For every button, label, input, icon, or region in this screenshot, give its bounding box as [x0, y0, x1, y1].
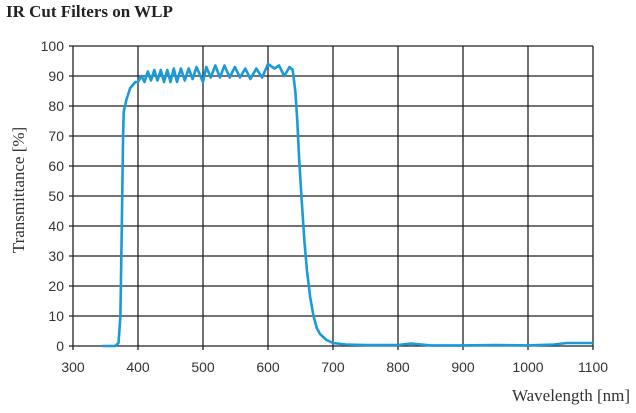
y-tick-label: 70 — [48, 128, 64, 144]
x-axis-label: Wavelength [nm] — [511, 386, 630, 405]
x-tick-label: 800 — [386, 359, 410, 375]
y-tick-label: 60 — [48, 158, 64, 174]
y-tick-label: 90 — [48, 68, 64, 84]
x-tick-label: 1100 — [578, 359, 608, 375]
x-tick-label: 600 — [256, 359, 280, 375]
y-tick-label: 20 — [48, 278, 64, 294]
x-tick-label: 500 — [191, 359, 215, 375]
x-tick-label: 900 — [451, 359, 475, 375]
y-tick-label: 80 — [48, 98, 64, 114]
y-tick-label: 0 — [56, 338, 64, 354]
y-tick-label: 40 — [48, 218, 64, 234]
y-tick-label: 100 — [41, 38, 65, 54]
x-tick-label: 700 — [321, 359, 345, 375]
y-tick-label: 50 — [48, 188, 64, 204]
x-tick-label: 1000 — [512, 359, 543, 375]
y-tick-label: 10 — [48, 308, 64, 324]
chart-title: IR Cut Filters on WLP — [6, 2, 173, 21]
transmittance-line — [102, 62, 593, 348]
x-tick-label: 300 — [61, 359, 85, 375]
x-tick-label: 400 — [126, 359, 150, 375]
y-tick-label: 30 — [48, 248, 64, 264]
